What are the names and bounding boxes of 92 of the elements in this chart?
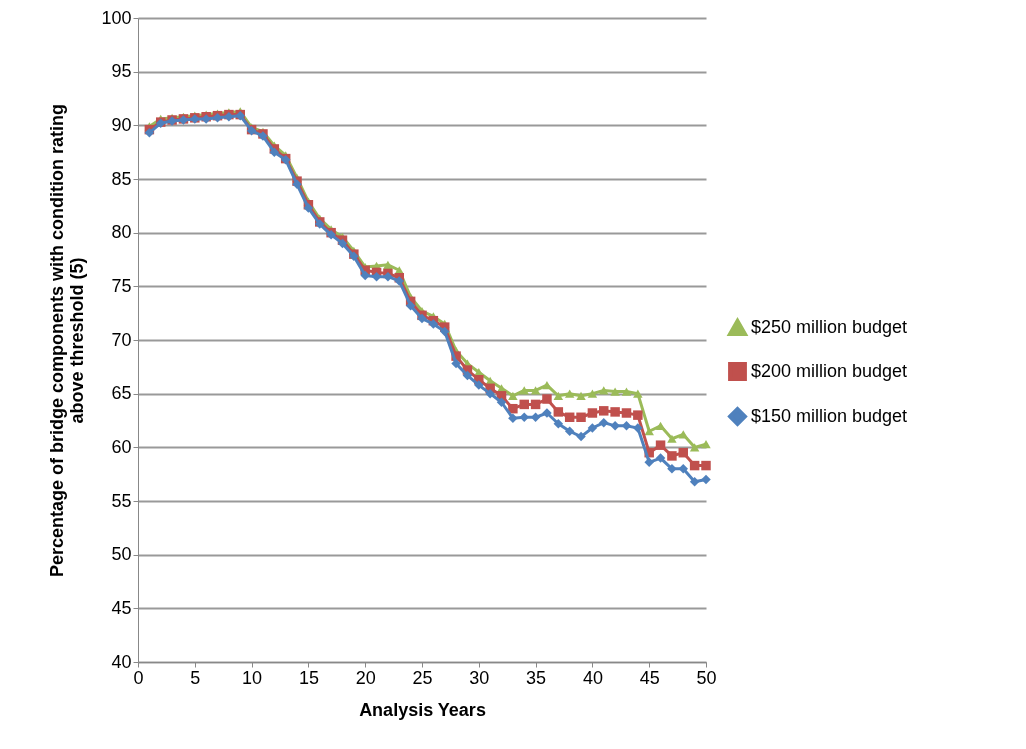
point (519, 412, 529, 423)
point (474, 380, 484, 390)
x-tick-label: 10 (242, 667, 263, 688)
point (689, 476, 700, 487)
point (485, 388, 495, 399)
x-tick-label: 40 (582, 667, 603, 688)
point (621, 421, 632, 431)
point (678, 464, 689, 474)
x-tick-label: 20 (355, 667, 376, 688)
point (701, 440, 711, 449)
point (610, 387, 620, 396)
point (599, 417, 609, 428)
point (689, 460, 700, 471)
point (553, 407, 564, 417)
legend-label: $250 million budget (751, 316, 908, 337)
y-tick-label: 90 (111, 114, 132, 135)
point (496, 397, 507, 407)
point (519, 399, 529, 410)
point (360, 270, 370, 281)
point (553, 391, 564, 400)
y-tick-label: 95 (111, 61, 132, 82)
point (542, 380, 552, 390)
y-tick-label: 70 (111, 329, 132, 350)
x-tick-label: 15 (298, 667, 319, 688)
point (701, 460, 711, 471)
point (564, 389, 575, 398)
point (292, 179, 302, 190)
point (587, 389, 598, 398)
point (610, 407, 620, 417)
point (144, 128, 155, 138)
point (655, 453, 666, 463)
x-axis-title: Analysis Years (359, 699, 486, 720)
x-tick-label: 30 (469, 667, 490, 688)
point (689, 443, 700, 452)
y-tick-label: 65 (111, 383, 132, 404)
point (383, 260, 393, 269)
point (508, 403, 518, 414)
point (508, 413, 518, 424)
point (644, 457, 654, 468)
y-tick-label: 85 (111, 168, 132, 189)
x-tick-label: 25 (412, 667, 433, 688)
y-tick-label: 45 (111, 597, 132, 618)
point (667, 464, 677, 474)
point (678, 430, 689, 439)
point (610, 421, 620, 431)
point (621, 387, 632, 396)
point (633, 410, 643, 420)
y-tick-label: 50 (111, 544, 132, 565)
point (599, 406, 609, 416)
y-axis-title: Percentage of bridge components with condition rating above threshold (5) (47, 103, 88, 578)
point (644, 427, 654, 436)
point (564, 426, 575, 436)
point (462, 370, 473, 381)
point (530, 386, 541, 395)
x-tick-label: 35 (526, 667, 547, 688)
point (701, 474, 711, 485)
point (576, 412, 586, 423)
point (621, 408, 632, 418)
point (655, 440, 666, 450)
point (553, 418, 564, 429)
point (519, 386, 529, 395)
y-tick-label: 100 (101, 7, 132, 28)
y-tick-label: 40 (111, 651, 132, 672)
x-tick-label: 45 (639, 667, 660, 688)
point (678, 447, 689, 458)
point (599, 386, 609, 395)
point (439, 326, 450, 337)
point (633, 389, 643, 398)
point (587, 423, 598, 433)
x-tick-label: 50 (696, 667, 717, 688)
point (667, 451, 677, 461)
point (428, 319, 439, 329)
point (587, 408, 598, 418)
point (564, 412, 575, 423)
y-tick-label: 55 (111, 490, 132, 511)
legend-label: $150 million budget (751, 405, 908, 426)
point (337, 238, 348, 249)
point (576, 391, 586, 400)
point (542, 394, 552, 404)
point (576, 431, 586, 442)
y-tick-label: 60 (111, 436, 132, 457)
point (405, 300, 416, 311)
point (451, 358, 461, 369)
y-tick-label: 75 (111, 275, 132, 296)
x-tick-label: 5 (190, 667, 201, 688)
point (655, 421, 666, 430)
point (530, 399, 541, 410)
point (508, 391, 518, 400)
y-tick-label: 80 (111, 222, 132, 243)
x-tick-label: 0 (133, 667, 144, 688)
point (667, 434, 677, 443)
legend-label: $200 million budget (751, 360, 908, 381)
